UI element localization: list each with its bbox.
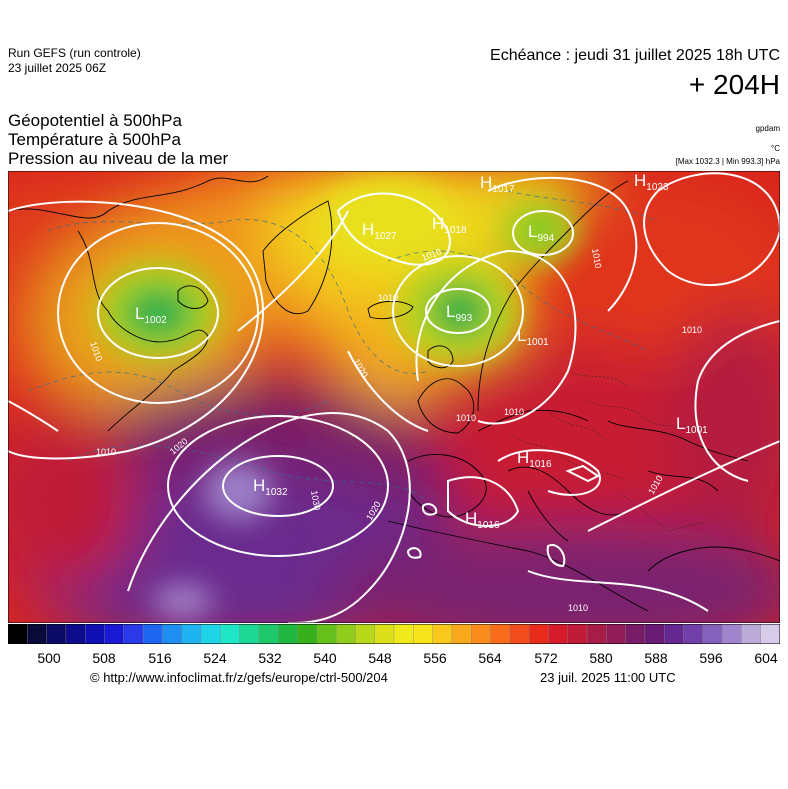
colorbar-swatch: [200, 624, 221, 644]
colorbar-swatch: [413, 624, 434, 644]
source-url: © http://www.infoclimat.fr/z/gefs/europe…: [90, 670, 388, 685]
parameter-geopotential: Géopotentiel à 500hPa: [8, 111, 182, 130]
colorbar-swatch: [625, 624, 646, 644]
coastlines: [8, 175, 780, 612]
colorbar-swatch: [374, 624, 395, 644]
temperature-field: H1017 H1023 H1027 H1018 L994 L1002 L993 …: [8, 171, 780, 623]
isobar-label-4: 1010: [590, 248, 603, 269]
colorbar-swatch: [84, 624, 106, 644]
colorbar-tick-7: 556: [423, 650, 447, 666]
pressure-center-7: L1001: [517, 326, 549, 348]
colorbar-swatch: [664, 624, 685, 644]
colorbar-swatch: [760, 624, 780, 644]
colorbar-swatch: [567, 624, 588, 644]
isobars: [8, 172, 780, 623]
colorbar-swatch: [393, 624, 414, 644]
geopotential-contours: [27, 190, 659, 502]
colorbar-swatch: [335, 624, 357, 644]
colorbar-tick-13: 604: [754, 650, 778, 666]
colorbar-tick-3: 524: [203, 650, 227, 666]
isobar-label-1: 1010: [96, 447, 116, 457]
colorbar-swatch: [606, 624, 627, 644]
colorbar-tick-9: 572: [534, 650, 558, 666]
pressure-center-10: H1032: [253, 476, 288, 498]
colorbar-swatch: [432, 624, 453, 644]
colorbar-swatch: [220, 624, 241, 644]
colorbar-swatch: [297, 624, 318, 644]
colorbar-swatch: [8, 624, 28, 644]
isobar-label-10: 1010: [568, 603, 588, 613]
colorbar-tick-12: 596: [699, 650, 723, 666]
colorbar-tick-10: 580: [589, 650, 613, 666]
colorbar-swatch: [741, 624, 762, 644]
colorbar-swatch: [721, 624, 743, 644]
unit-pressure: [Max 1032.3 | Min 993.3] hPa: [675, 157, 780, 166]
isobar-label-8: 1030: [309, 490, 322, 511]
pressure-center-labels: H1017 H1023 H1027 H1018 L994 L1002 L993 …: [135, 171, 708, 531]
colorbar-swatch: [162, 624, 183, 644]
colorbar-swatch: [316, 624, 337, 644]
colorbar-swatch: [490, 624, 511, 644]
run-date: 23 juillet 2025 06Z: [8, 61, 107, 75]
colorbar-tick-8: 564: [478, 650, 502, 666]
issued-time: 23 juil. 2025 11:00 UTC: [540, 670, 676, 685]
unit-temperature: °C: [771, 144, 780, 153]
colorbar-swatch: [27, 624, 48, 644]
weather-map: H1017 H1023 H1027 H1018 L994 L1002 L993 …: [8, 171, 780, 623]
colorbar-swatch: [528, 624, 550, 644]
colorbar-swatch: [123, 624, 144, 644]
colorbar-swatch: [451, 624, 472, 644]
colorbar-swatch: [239, 624, 260, 644]
colorbar-tick-4: 532: [258, 650, 282, 666]
colorbar-swatch: [683, 624, 704, 644]
colorbar-tick-1: 508: [92, 650, 116, 666]
colorbar-swatch: [355, 624, 376, 644]
parameter-temperature: Température à 500hPa: [8, 130, 181, 149]
pressure-center-2: H1027: [362, 220, 397, 242]
colorbar-tick-11: 588: [644, 650, 668, 666]
pressure-center-0: H1017: [480, 173, 515, 195]
run-title: Run GEFS (run controle): [8, 46, 141, 60]
colorbar-swatch: [258, 624, 279, 644]
colorbar-swatch: [65, 624, 86, 644]
colorbar-swatch: [509, 624, 530, 644]
pressure-center-6: L993: [446, 302, 473, 324]
forecast-offset: + 204H: [688, 69, 780, 100]
colorbar-swatch: [644, 624, 665, 644]
colorbar-tick-2: 516: [148, 650, 172, 666]
colorbar-tick-0: 500: [37, 650, 61, 666]
isobar-label-12: 1010: [456, 413, 476, 423]
isobar-label-3: 1010: [504, 407, 524, 417]
pressure-center-1: H1023: [634, 171, 669, 193]
borders: [507, 370, 709, 532]
pressure-center-11: H1016: [465, 509, 500, 531]
colorbar-swatch: [181, 624, 202, 644]
colorbar-tick-6: 548: [368, 650, 392, 666]
isobar-label-13: 1010: [378, 293, 398, 303]
pressure-center-3: H1018: [432, 214, 467, 236]
pressure-center-8: L1001: [676, 414, 708, 436]
isobar-label-2: 1010: [682, 325, 702, 335]
colorbar-swatch: [104, 624, 125, 644]
colorbar: [8, 624, 780, 644]
colorbar-tick-5: 540: [313, 650, 337, 666]
pressure-center-5: L1002: [135, 304, 167, 326]
colorbar-swatch: [278, 624, 299, 644]
colorbar-swatch: [702, 624, 723, 644]
colorbar-swatch: [46, 624, 67, 644]
parameter-pressure: Pression au niveau de la mer: [8, 149, 229, 168]
forecast-time: Echéance : jeudi 31 juillet 2025 18h UTC: [490, 47, 780, 64]
colorbar-swatch: [586, 624, 607, 644]
pressure-center-4: L994: [528, 222, 555, 244]
unit-geopotential: gpdam: [755, 124, 780, 133]
colorbar-swatch: [142, 624, 164, 644]
colorbar-swatch: [471, 624, 492, 644]
pressure-center-9: H1016: [517, 448, 552, 470]
colorbar-swatch: [548, 624, 569, 644]
